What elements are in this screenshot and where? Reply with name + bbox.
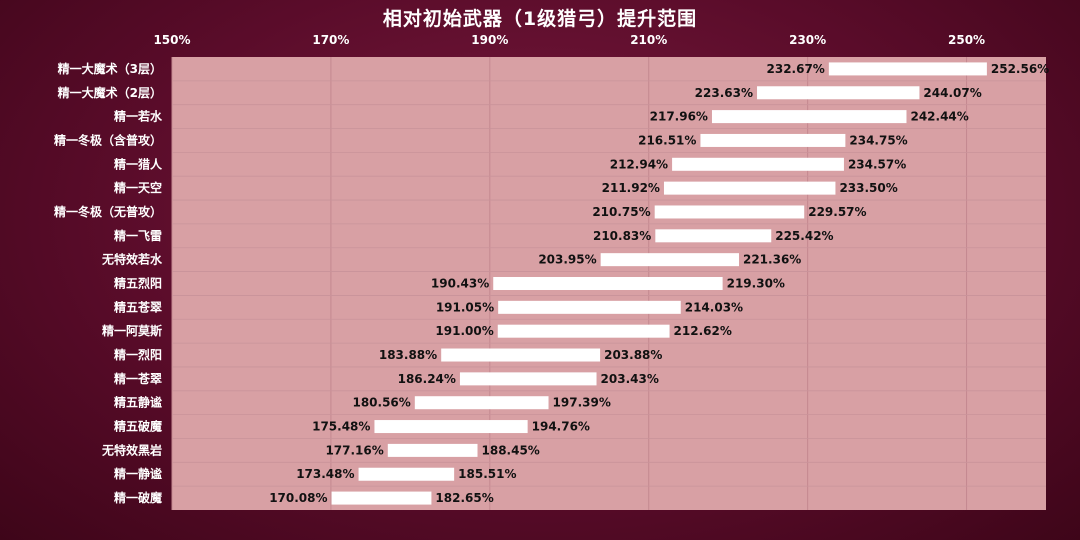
high-value-label: 221.36% <box>743 253 801 267</box>
x-axis-ticks: 150% 170% 190% 210% 230% 250% <box>153 33 985 47</box>
category-label: 无特效若水 <box>101 252 163 267</box>
category-label: 精一天空 <box>114 180 162 195</box>
range-bar <box>663 181 836 195</box>
category-label: 精五破魔 <box>114 419 163 434</box>
range-bar <box>700 133 846 147</box>
range-bar <box>414 396 549 410</box>
high-value-label: 244.07% <box>923 86 981 100</box>
low-value-label: 210.83% <box>593 229 651 243</box>
category-label: 精五烈阳 <box>114 276 162 291</box>
range-bar <box>331 491 432 505</box>
high-value-label: 188.45% <box>482 443 540 457</box>
high-value-label: 233.50% <box>839 181 897 195</box>
high-value-label: 212.62% <box>674 324 732 338</box>
category-label: 精一阿莫斯 <box>102 323 162 338</box>
high-value-label: 197.39% <box>553 396 611 410</box>
category-label: 无特效黑岩 <box>101 442 162 457</box>
category-label: 精一冬极（含普攻） <box>54 132 162 147</box>
category-label: 精一若水 <box>114 109 163 124</box>
low-value-label: 170.08% <box>269 491 327 505</box>
range-bar <box>498 300 681 314</box>
low-value-label: 183.88% <box>379 348 437 362</box>
category-label: 精五苍翠 <box>114 299 162 314</box>
high-value-label: 194.76% <box>532 420 590 434</box>
high-value-label: 234.75% <box>849 133 907 147</box>
range-bar <box>672 157 844 171</box>
category-label: 精一大魔术（2层） <box>58 85 162 100</box>
low-value-label: 211.92% <box>602 181 660 195</box>
category-label: 精一苍翠 <box>114 371 162 386</box>
low-value-label: 186.24% <box>398 372 456 386</box>
range-bar <box>387 443 478 457</box>
range-bar <box>757 86 920 100</box>
low-value-label: 175.48% <box>312 420 370 434</box>
x-tick-label: 250% <box>948 33 985 47</box>
x-tick-label: 190% <box>471 33 508 47</box>
range-bar <box>493 277 723 290</box>
low-value-label: 217.96% <box>650 110 708 124</box>
category-label: 精一冬极（无普攻） <box>54 204 162 219</box>
range-bar <box>655 229 772 243</box>
x-tick-label: 230% <box>789 33 826 47</box>
low-value-label: 212.94% <box>610 157 668 171</box>
high-value-label: 182.65% <box>435 491 493 505</box>
category-label: 精一破魔 <box>114 490 163 505</box>
range-bar <box>441 348 601 362</box>
high-value-label: 242.44% <box>910 110 968 124</box>
low-value-label: 173.48% <box>296 467 354 481</box>
range-bar <box>497 324 670 338</box>
low-value-label: 216.51% <box>638 133 696 147</box>
chart-title: 相对初始武器（1级猎弓）提升范围 <box>382 8 698 30</box>
low-value-label: 177.16% <box>325 443 383 457</box>
low-value-label: 180.56% <box>352 396 410 410</box>
category-label: 精一大魔术（3层） <box>58 61 162 76</box>
range-bar <box>358 467 455 481</box>
low-value-label: 223.63% <box>695 86 753 100</box>
range-bar <box>828 62 987 76</box>
low-value-label: 191.05% <box>436 300 494 314</box>
high-value-label: 252.56% <box>991 62 1049 76</box>
low-value-label: 210.75% <box>592 205 650 219</box>
category-label: 精五静谧 <box>114 395 162 410</box>
x-tick-label: 210% <box>630 33 667 47</box>
high-value-label: 229.57% <box>808 205 866 219</box>
bars <box>331 62 987 505</box>
category-label: 精一飞雷 <box>114 228 162 243</box>
high-value-label: 203.88% <box>604 348 662 362</box>
x-tick-label: 150% <box>153 33 190 47</box>
low-value-label: 232.67% <box>767 62 825 76</box>
high-value-label: 219.30% <box>727 277 785 291</box>
range-bar <box>459 372 597 386</box>
range-bar <box>374 420 528 434</box>
high-value-label: 234.57% <box>848 157 906 171</box>
high-value-label: 185.51% <box>458 467 516 481</box>
low-value-label: 191.00% <box>435 324 493 338</box>
x-tick-label: 170% <box>312 33 349 47</box>
high-value-label: 225.42% <box>775 229 833 243</box>
value-labels: 232.67% 252.56% 223.63% 244.07% 217.96% 242.4… <box>269 62 1049 505</box>
range-bar <box>711 110 907 124</box>
range-bar <box>600 253 739 267</box>
category-label: 精一静谧 <box>114 466 162 481</box>
high-value-label: 214.03% <box>685 300 743 314</box>
range-bar <box>654 205 805 219</box>
category-label: 精一猎人 <box>114 156 163 171</box>
category-label: 精一烈阳 <box>114 347 162 362</box>
low-value-label: 203.95% <box>538 253 596 267</box>
high-value-label: 203.43% <box>601 372 659 386</box>
low-value-label: 190.43% <box>431 277 489 291</box>
